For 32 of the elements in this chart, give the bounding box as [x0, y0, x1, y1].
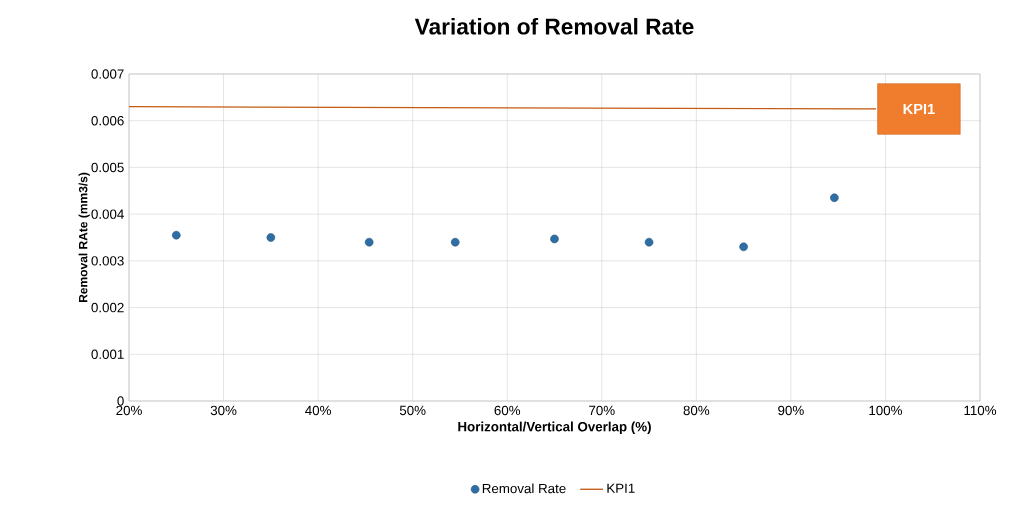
y-tick-label: 0.005 — [91, 162, 124, 173]
legend-label: KPI1 — [607, 483, 635, 493]
x-tick-label: 100% — [869, 405, 903, 416]
y-tick-label: 0 — [117, 396, 124, 406]
legend-label: Removal Rate — [482, 483, 566, 494]
point — [830, 193, 839, 203]
y-axis-title: Removal RAte (mm3/s) — [78, 172, 90, 303]
x-axis-title: Horizontal/Vertical Overlap (%) — [458, 421, 651, 435]
point — [550, 234, 559, 244]
y-tick-label: 0.003 — [91, 256, 124, 266]
y-tick-label: 0.002 — [91, 302, 124, 313]
point — [172, 230, 181, 240]
point — [450, 237, 460, 247]
y-tick-label: 0.001 — [91, 349, 124, 359]
x-tick-label: 40% — [305, 405, 331, 416]
y-tick-label: 0.004 — [91, 209, 124, 219]
x-tick-label: 90% — [778, 405, 804, 416]
y-tick-label: 0.007 — [91, 69, 124, 79]
x-tick-label: 60% — [494, 405, 521, 416]
annotation: KPI1 — [903, 103, 935, 115]
x-tick-label: 110% — [964, 405, 997, 416]
point — [644, 237, 654, 247]
point — [739, 242, 748, 252]
x-tick-label: 70% — [589, 405, 615, 416]
x-tick-label: 50% — [399, 405, 426, 416]
x-tick-label: 30% — [210, 405, 237, 416]
chart-title: Variation of Removal Rate — [414, 17, 694, 35]
x-tick-label: 80% — [683, 405, 710, 416]
x-tick-label: 20% — [116, 405, 142, 416]
y-tick-label: 0.006 — [91, 115, 124, 126]
point — [364, 237, 374, 247]
point — [266, 233, 276, 242]
